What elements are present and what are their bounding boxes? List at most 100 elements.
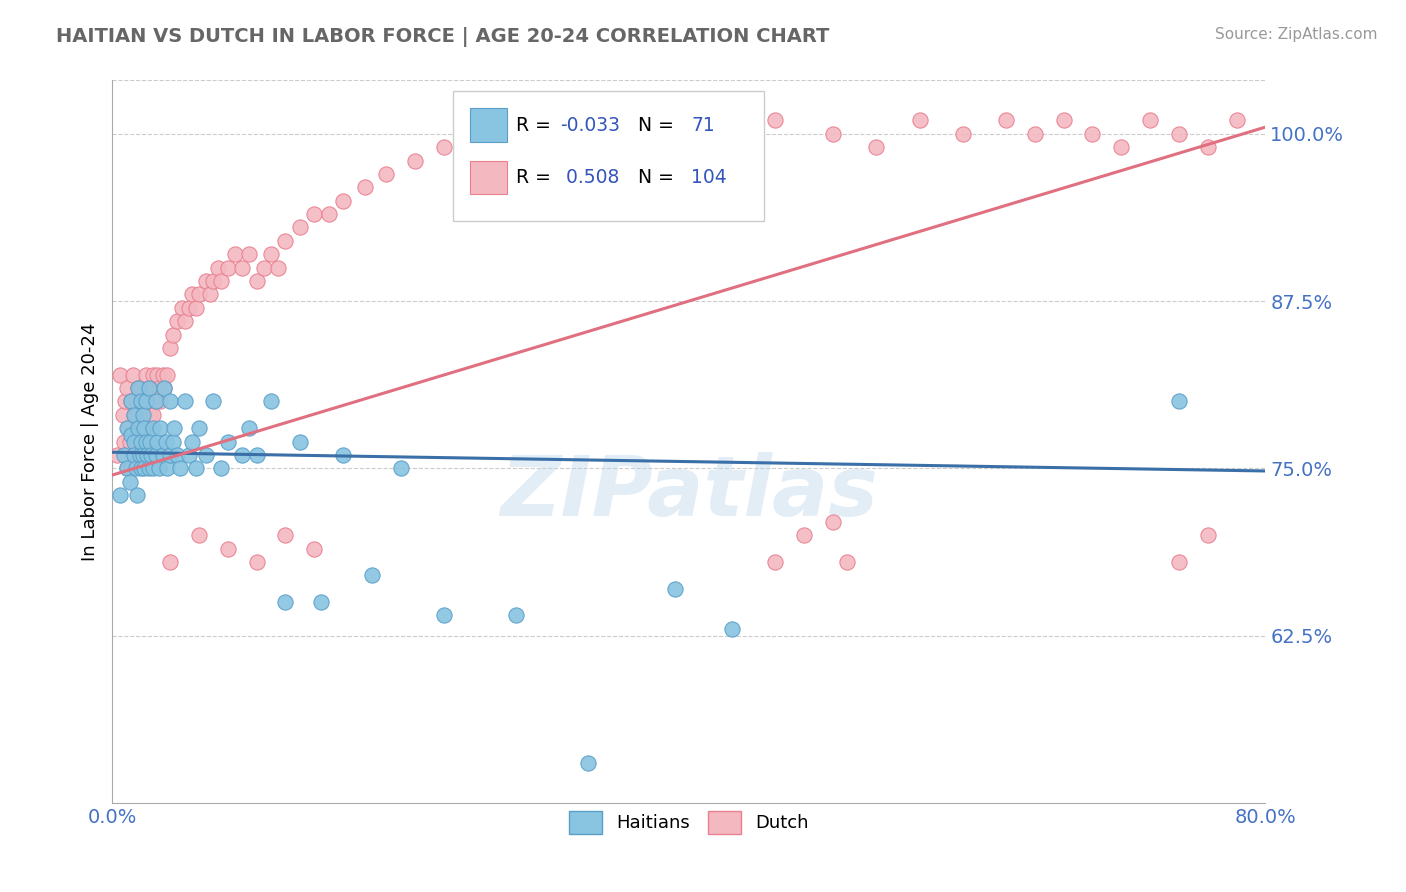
Dutch <box>1139 113 1161 128</box>
Haitians <box>148 461 170 475</box>
Dutch <box>118 434 141 449</box>
Haitians <box>664 582 686 596</box>
Haitians <box>112 448 135 462</box>
FancyBboxPatch shape <box>470 161 506 194</box>
Haitians <box>128 448 150 462</box>
Dutch <box>162 327 184 342</box>
Haitians <box>132 448 155 462</box>
Dutch <box>115 461 138 475</box>
Text: -0.033: -0.033 <box>560 116 620 135</box>
Haitians <box>122 434 145 449</box>
Dutch <box>707 127 730 141</box>
Dutch <box>156 368 179 382</box>
Dutch <box>184 301 207 315</box>
Haitians <box>142 461 165 475</box>
Text: Source: ZipAtlas.com: Source: ZipAtlas.com <box>1215 27 1378 42</box>
Dutch <box>142 368 165 382</box>
Haitians <box>177 448 200 462</box>
Haitians <box>141 448 163 462</box>
Dutch <box>209 274 232 288</box>
Dutch <box>166 314 188 328</box>
Dutch <box>274 234 297 248</box>
Dutch <box>134 408 156 422</box>
Haitians <box>122 448 145 462</box>
Haitians <box>124 461 146 475</box>
Haitians <box>129 434 153 449</box>
Dutch <box>117 421 139 435</box>
Dutch <box>253 260 276 275</box>
Dutch <box>246 274 269 288</box>
Legend: Haitians, Dutch: Haitians, Dutch <box>562 805 815 841</box>
Haitians <box>195 448 218 462</box>
Dutch <box>1111 140 1133 154</box>
Haitians <box>115 421 138 435</box>
Haitians <box>433 608 456 623</box>
Dutch <box>129 381 153 395</box>
Haitians <box>188 421 211 435</box>
Dutch <box>120 394 142 409</box>
Haitians <box>149 421 172 435</box>
Dutch <box>195 274 218 288</box>
Haitians <box>145 448 167 462</box>
Haitians <box>132 408 155 422</box>
Text: ZIPatlas: ZIPatlas <box>501 451 877 533</box>
Dutch <box>200 287 222 301</box>
Dutch <box>274 528 297 542</box>
Text: N =: N = <box>626 169 679 187</box>
Haitians <box>155 434 177 449</box>
Dutch <box>433 140 456 154</box>
Dutch <box>304 541 326 556</box>
Dutch <box>148 381 170 395</box>
Dutch <box>1167 555 1189 569</box>
Haitians <box>311 595 333 609</box>
Dutch <box>288 220 311 235</box>
Haitians <box>129 394 153 409</box>
Dutch <box>145 394 167 409</box>
Dutch <box>1197 140 1219 154</box>
Text: 0.508: 0.508 <box>560 169 619 187</box>
Dutch <box>121 368 143 382</box>
Dutch <box>217 260 239 275</box>
Haitians <box>108 488 131 502</box>
Haitians <box>159 448 181 462</box>
Dutch <box>202 274 225 288</box>
Dutch <box>139 408 162 422</box>
Haitians <box>122 408 145 422</box>
Haitians <box>166 448 188 462</box>
Haitians <box>173 394 195 409</box>
Dutch <box>1053 113 1076 128</box>
Dutch <box>136 394 159 409</box>
Haitians <box>360 568 382 582</box>
Dutch <box>238 247 260 261</box>
Dutch <box>260 247 283 261</box>
Haitians <box>202 394 225 409</box>
Dutch <box>152 368 174 382</box>
Dutch <box>180 287 202 301</box>
Dutch <box>128 421 150 435</box>
Haitians <box>721 622 744 636</box>
Haitians <box>135 434 157 449</box>
Dutch <box>1226 113 1249 128</box>
Dutch <box>231 260 253 275</box>
Dutch <box>207 260 229 275</box>
Dutch <box>821 127 844 141</box>
Haitians <box>146 434 169 449</box>
Haitians <box>231 448 253 462</box>
Dutch <box>125 408 148 422</box>
Haitians <box>145 394 167 409</box>
Dutch <box>142 408 165 422</box>
FancyBboxPatch shape <box>470 109 506 142</box>
Haitians <box>163 421 186 435</box>
Dutch <box>138 381 160 395</box>
Dutch <box>111 408 134 422</box>
Haitians <box>505 608 527 623</box>
Text: 71: 71 <box>692 116 716 135</box>
Haitians <box>1167 394 1189 409</box>
Dutch <box>353 180 375 194</box>
Haitians <box>118 475 141 489</box>
Haitians <box>238 421 260 435</box>
Dutch <box>217 541 239 556</box>
Haitians <box>127 421 149 435</box>
Haitians <box>134 461 156 475</box>
Dutch <box>246 555 269 569</box>
